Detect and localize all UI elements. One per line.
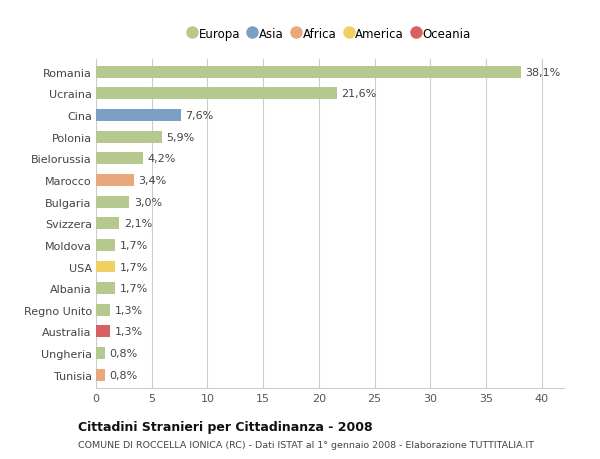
Text: 1,7%: 1,7% [119,284,148,293]
Text: 5,9%: 5,9% [166,132,194,142]
Bar [96,283,115,295]
Text: 1,7%: 1,7% [119,262,148,272]
Bar [96,174,134,186]
Text: 1,7%: 1,7% [119,241,148,250]
Bar [96,131,162,143]
Bar [96,326,110,338]
Text: 21,6%: 21,6% [341,89,376,99]
Text: 0,8%: 0,8% [109,370,137,380]
Text: 3,4%: 3,4% [139,176,167,185]
Legend: Europa, Asia, Africa, America, Oceania: Europa, Asia, Africa, America, Oceania [184,23,476,45]
Bar [96,218,119,230]
Bar [96,196,130,208]
Text: COMUNE DI ROCCELLA IONICA (RC) - Dati ISTAT al 1° gennaio 2008 - Elaborazione TU: COMUNE DI ROCCELLA IONICA (RC) - Dati IS… [78,440,534,449]
Bar [96,261,115,273]
Text: 0,8%: 0,8% [109,348,137,358]
Text: 1,3%: 1,3% [115,305,143,315]
Text: Cittadini Stranieri per Cittadinanza - 2008: Cittadini Stranieri per Cittadinanza - 2… [78,420,373,433]
Text: 1,3%: 1,3% [115,327,143,337]
Bar [96,240,115,251]
Bar [96,369,105,381]
Text: 3,0%: 3,0% [134,197,162,207]
Text: 7,6%: 7,6% [185,111,214,121]
Bar [96,347,105,359]
Bar [96,67,521,78]
Bar [96,304,110,316]
Bar [96,88,337,100]
Text: 2,1%: 2,1% [124,219,152,229]
Text: 4,2%: 4,2% [147,154,176,164]
Text: 38,1%: 38,1% [525,67,560,78]
Bar [96,110,181,122]
Bar [96,153,143,165]
